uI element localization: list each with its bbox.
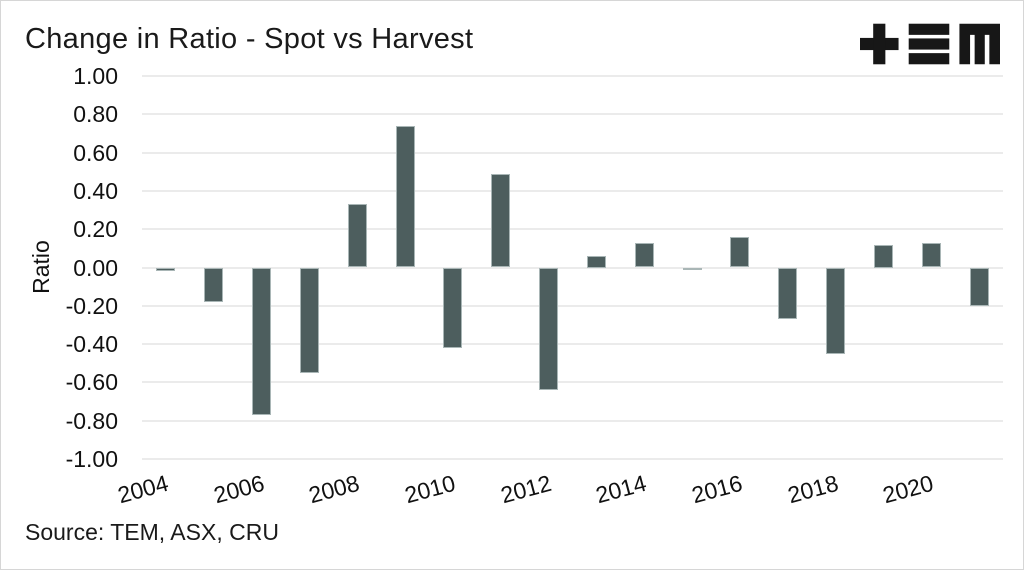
x-tick-label: 2020: [880, 469, 937, 509]
gridline: [142, 266, 1003, 269]
bar-2014: [634, 242, 654, 268]
bar-2013: [586, 256, 606, 268]
gridline: [142, 343, 1003, 346]
x-tick-label: 2014: [593, 469, 650, 509]
bar-2015: [682, 267, 702, 270]
x-tick-label: 2008: [306, 469, 363, 509]
gridline: [142, 381, 1003, 384]
bar-2019: [873, 244, 893, 268]
x-tick-label: 2018: [784, 469, 841, 509]
source-note: Source: TEM, ASX, CRU: [25, 519, 279, 545]
gridline: [142, 458, 1003, 460]
y-tick-label: 0.20: [73, 216, 118, 243]
logo-plus-vertical: [873, 23, 886, 65]
bar-2017: [778, 267, 798, 320]
gridline: [142, 189, 1003, 192]
gridline: [142, 113, 1003, 116]
x-tick-label: 2012: [497, 469, 554, 509]
bar-2012: [539, 267, 559, 391]
bar-2010: [443, 267, 463, 348]
y-tick-label: -0.60: [65, 369, 118, 396]
bar-2008: [347, 204, 367, 268]
y-tick-label: 0.60: [73, 139, 118, 166]
y-tick-label: -1.00: [65, 446, 118, 472]
logo-e-bar-middle: [908, 38, 950, 50]
gridline: [142, 304, 1003, 307]
y-tick-label: 0.80: [73, 101, 118, 128]
chart-title: Change in Ratio - Spot vs Harvest: [25, 23, 474, 55]
logo-e-bar-bottom: [908, 53, 950, 65]
y-tick-label: -0.40: [65, 331, 118, 358]
gridline: [142, 228, 1003, 231]
bar-2021: [969, 267, 989, 306]
bar-2018: [826, 267, 846, 354]
tem-logo-icon: [860, 23, 1000, 65]
bar-2006: [252, 267, 272, 415]
logo-m-shape: [959, 23, 1000, 65]
bar-2007: [299, 267, 319, 373]
bar-2005: [204, 267, 224, 302]
x-tick-label: 2016: [688, 469, 745, 509]
bar-2016: [730, 236, 750, 268]
y-tick-label: -0.80: [65, 407, 118, 434]
y-tick-label: -0.20: [65, 292, 118, 319]
y-tick-label: 1.00: [73, 63, 118, 89]
bar-2011: [491, 173, 511, 268]
gridline: [142, 419, 1003, 422]
gridline: [142, 75, 1003, 77]
logo-e-bar-top: [908, 23, 950, 35]
bar-2004: [156, 267, 176, 272]
y-tick-label: 0.00: [73, 254, 118, 281]
y-tick-label: 0.40: [73, 177, 118, 204]
bar-2020: [921, 242, 941, 268]
x-tick-label: 2010: [401, 469, 458, 509]
x-tick-label: 2006: [210, 469, 267, 509]
gridline: [142, 151, 1003, 154]
bar-2009: [395, 125, 415, 268]
